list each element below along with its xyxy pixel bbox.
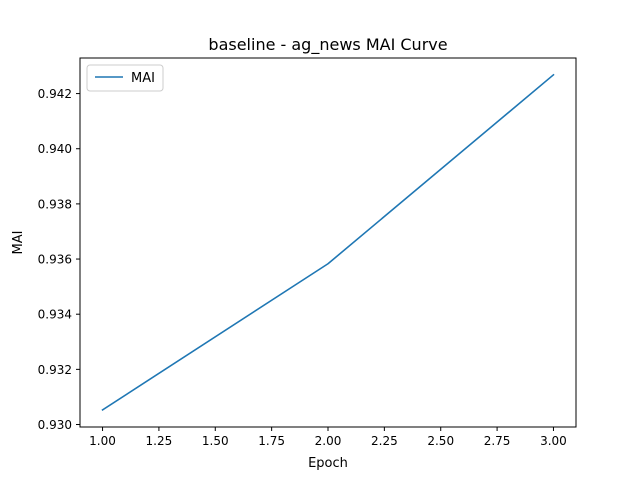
x-tick-label: 1.75	[258, 434, 285, 448]
x-axis-label: Epoch	[308, 456, 348, 471]
y-tick-label: 0.936	[38, 253, 72, 267]
x-axis-ticks: 1.00 1.25 1.50 1.75 2.00 2.25 2.50 2.75 3.00	[89, 427, 567, 448]
y-tick-label: 0.940	[38, 142, 72, 156]
x-tick-label: 1.00	[89, 434, 116, 448]
legend: MAI	[86, 64, 164, 92]
y-tick-label: 0.942	[38, 87, 72, 101]
y-tick-label: 0.930	[38, 418, 72, 432]
x-tick-label: 2.50	[427, 434, 454, 448]
x-tick-label: 1.50	[202, 434, 229, 448]
y-axis-label: MAI	[11, 231, 26, 255]
legend-box	[86, 64, 164, 92]
x-tick-label: 3.00	[540, 434, 567, 448]
y-axis-ticks: 0.930 0.932 0.934 0.936 0.938 0.940 0.942	[38, 87, 80, 432]
plot-background	[80, 58, 576, 427]
plot-area: 1.00 1.25 1.50 1.75 2.00 2.25 2.50 2.75 3.00 0.9…	[38, 57, 577, 448]
y-tick-label: 0.938	[38, 197, 72, 211]
series-line-mai	[101, 73, 555, 412]
y-tick-label: 0.932	[38, 363, 72, 377]
x-tick-label: 2.75	[484, 434, 511, 448]
y-tick-label: 0.934	[38, 308, 72, 322]
x-tick-label: 2.00	[315, 434, 342, 448]
series-layer	[101, 73, 555, 412]
x-tick-label: 1.25	[146, 434, 173, 448]
plot-border	[79, 57, 577, 428]
x-tick-label: 2.25	[371, 434, 398, 448]
chart-title: baseline - ag_news MAI Curve	[208, 35, 447, 55]
legend-label-mai: MAI	[131, 71, 155, 86]
